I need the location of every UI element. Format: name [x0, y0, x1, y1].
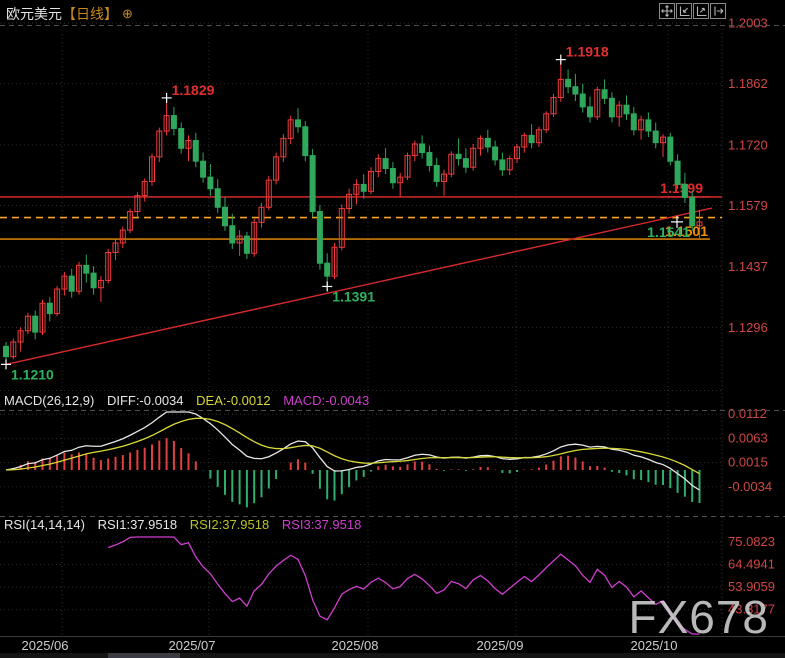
svg-text:2025/09: 2025/09	[477, 638, 524, 653]
svg-text:1.1501: 1.1501	[665, 223, 708, 239]
svg-text:-0.0034: -0.0034	[728, 479, 772, 494]
shift-right-icon	[714, 6, 724, 16]
rsi3-value: RSI3:37.9518	[281, 517, 362, 532]
svg-text:1.1918: 1.1918	[566, 44, 609, 60]
svg-text:0.0112: 0.0112	[728, 406, 767, 421]
svg-text:1.1862: 1.1862	[728, 76, 768, 91]
svg-text:1.1579: 1.1579	[728, 198, 768, 213]
add-indicator-icon[interactable]: ⊕	[122, 6, 133, 21]
axis-scale-icon	[679, 6, 690, 17]
svg-text:2025/08: 2025/08	[332, 638, 379, 653]
time-scale-button[interactable]	[693, 3, 709, 19]
svg-text:2025/06: 2025/06	[22, 638, 69, 653]
macd-diff-value: DIFF:-0.0034	[106, 393, 184, 408]
macd-macd-value: MACD:-0.0043	[283, 393, 370, 408]
rsi1-value: RSI1:37.9518	[97, 517, 178, 532]
chart-toolbar	[659, 3, 727, 19]
scrollbar-thumb[interactable]	[108, 653, 180, 658]
chart-title: 欧元美元 【日线】 ⊕	[6, 4, 133, 24]
rsi-name: RSI(14,14,14)	[4, 517, 85, 532]
rsi2-value: RSI2:37.9518	[189, 517, 270, 532]
svg-text:43.3177: 43.3177	[728, 602, 775, 617]
svg-text:1.1437: 1.1437	[728, 259, 768, 274]
svg-text:1.1720: 1.1720	[728, 137, 768, 152]
svg-text:2025/10: 2025/10	[631, 638, 678, 653]
svg-text:53.9059: 53.9059	[728, 579, 775, 594]
svg-text:1.2003: 1.2003	[728, 16, 768, 31]
svg-text:1.1599: 1.1599	[660, 180, 703, 196]
svg-text:0.0015: 0.0015	[728, 455, 768, 470]
svg-text:64.4941: 64.4941	[728, 557, 775, 572]
symbol-name: 欧元美元	[6, 6, 62, 22]
svg-text:1.1541: 1.1541	[647, 224, 690, 240]
macd-readout: MACD(26,12,9) DIFF:-0.0034 DEA:-0.0012 M…	[4, 393, 378, 408]
rsi-readout: RSI(14,14,14) RSI1:37.9518 RSI2:37.9518 …	[4, 517, 370, 532]
svg-text:2025/07: 2025/07	[169, 638, 216, 653]
horizontal-scrollbar[interactable]	[0, 653, 785, 658]
fx678-watermark: FX678	[628, 591, 769, 643]
svg-text:75.0823: 75.0823	[728, 534, 775, 549]
pan-icon	[661, 5, 673, 17]
macd-dea-value: DEA:-0.0012	[196, 393, 271, 408]
pan-button[interactable]	[659, 3, 675, 19]
svg-text:1.1391: 1.1391	[332, 288, 375, 304]
period-label: 【日线】	[62, 6, 118, 22]
svg-text:1.1829: 1.1829	[172, 82, 215, 98]
svg-text:0.0063: 0.0063	[728, 431, 768, 446]
macd-name: MACD(26,12,9)	[4, 393, 95, 408]
svg-text:1.1210: 1.1210	[11, 366, 54, 382]
svg-text:1.1296: 1.1296	[728, 320, 768, 335]
axis-scale-button[interactable]	[676, 3, 692, 19]
shift-right-button[interactable]	[710, 3, 726, 19]
time-scale-icon	[696, 6, 707, 17]
